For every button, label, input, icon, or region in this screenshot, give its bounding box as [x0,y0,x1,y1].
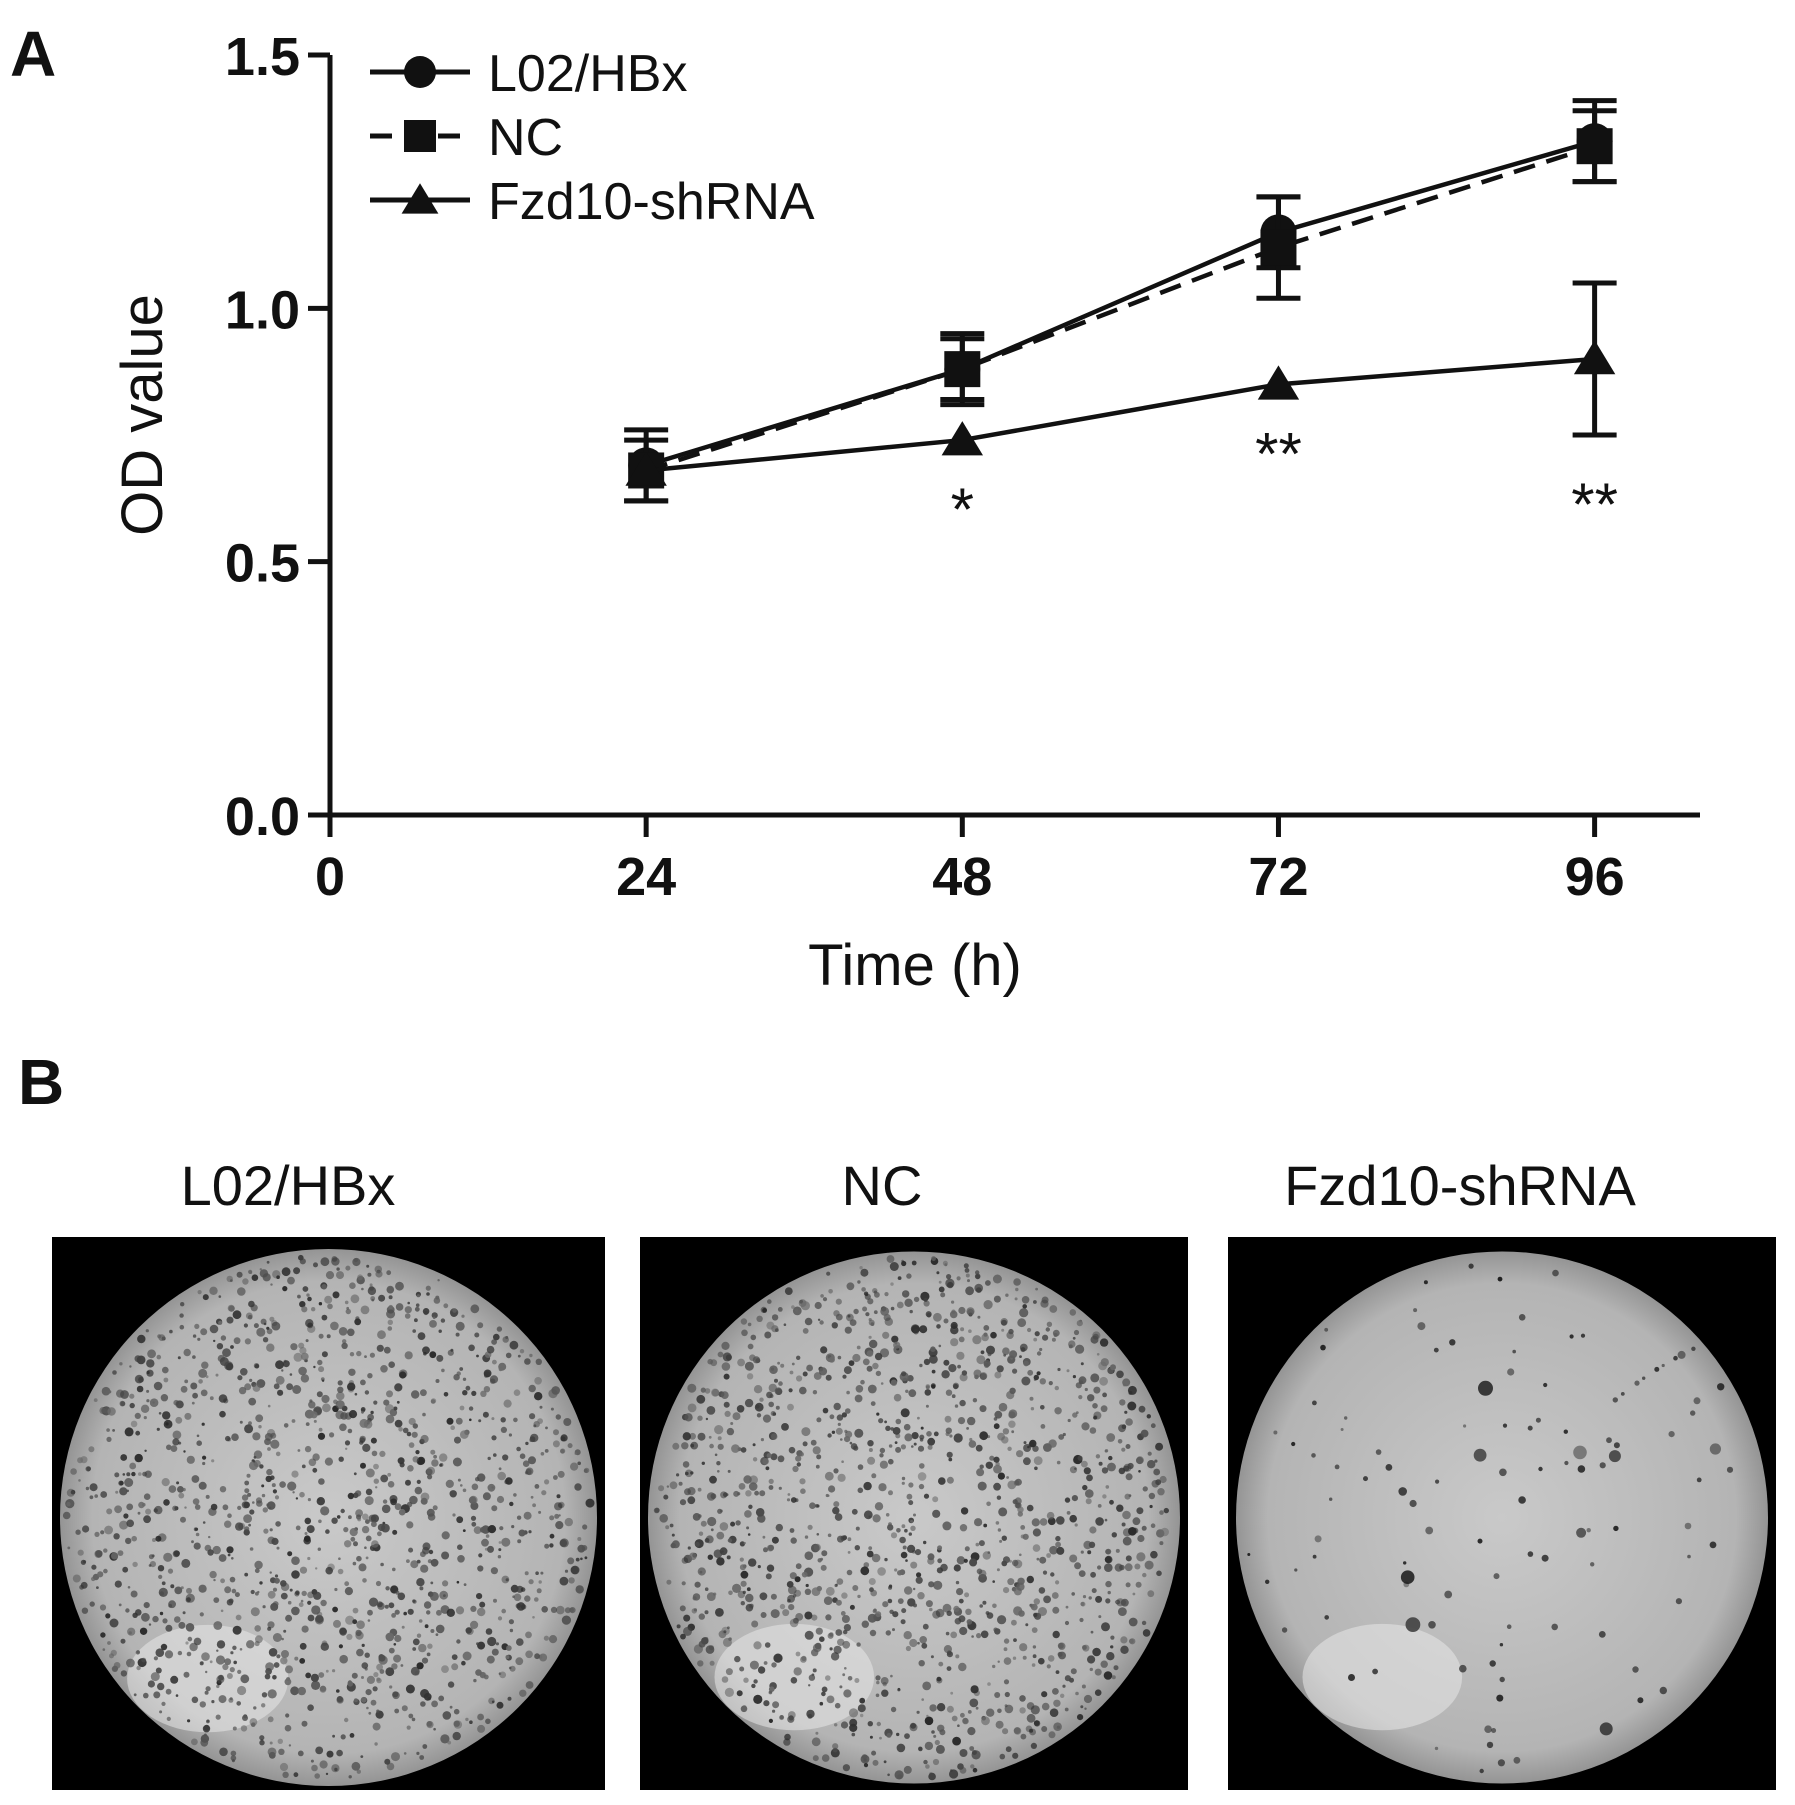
series-line [645,144,1596,473]
colony-dish-l02-hbx [52,1237,605,1790]
triangle-marker [1257,365,1300,400]
panel-b-letter: B [18,1046,65,1118]
legend-label: Fzd10-shRNA [488,173,815,231]
x-tick-label: 48 [932,847,992,907]
significance-annotation: * [951,476,974,543]
series-line [645,356,1595,473]
colony-dish-nc [640,1237,1188,1790]
colony-plate-image [648,1251,1180,1784]
triangle-marker [625,451,667,486]
legend-label: NC [488,109,563,167]
colony-dish-fzd10-shrna [1228,1237,1776,1790]
triangle-marker [401,183,439,214]
significance-annotation: ** [1255,420,1302,487]
series-nc [624,108,1617,504]
series-l02-hbx [624,98,1617,504]
y-axis-label: OD value [110,294,175,536]
y-tick-label: 1.5 [225,27,300,87]
significance-annotation: ** [1571,471,1618,538]
circle-marker [404,56,436,88]
colony-plate-image [1236,1251,1768,1784]
y-tick-label: 0.0 [225,787,300,847]
chart-legend: L02/HBx NC Fzd10-shRNA [370,45,815,231]
legend-entry: Fzd10-shRNA [370,173,815,231]
x-tick-label: 24 [616,847,676,907]
chart-axes: 0.0 0.5 1.0 1.5 0 24 48 72 96 Time (h) OD value [110,27,1700,998]
x-tick-label: 96 [1565,847,1625,907]
legend-label: L02/HBx [488,45,687,103]
legend-entry: L02/HBx [370,45,687,103]
dish-title-nc: NC [841,1154,923,1217]
colony-dots [1247,1263,1734,1774]
colony-dots [653,1255,1169,1781]
x-axis-label: Time (h) [808,933,1022,998]
colony-plate-image [60,1249,597,1786]
square-marker [1576,128,1613,165]
y-tick-label: 1.0 [225,280,300,340]
legend-entry: NC [370,109,563,167]
series-line [645,138,1596,468]
panel-a-letter: A [10,18,57,90]
x-tick-label: 72 [1248,847,1308,907]
series-fzd10-shrna [625,280,1617,486]
square-marker [404,120,436,152]
chart-series: ***** [624,98,1618,543]
triangle-marker [1573,340,1616,375]
dish-title-l02-hbx: L02/HBx [180,1154,396,1217]
plate-glare [1302,1623,1463,1731]
x-tick-label: 0 [315,847,345,907]
colony-dots [62,1254,595,1779]
square-marker [1260,229,1297,266]
y-tick-label: 0.5 [225,534,300,594]
square-marker [944,351,981,388]
dish-title-fzd10-shrna: Fzd10-shRNA [1284,1154,1636,1217]
triangle-marker [941,421,984,456]
